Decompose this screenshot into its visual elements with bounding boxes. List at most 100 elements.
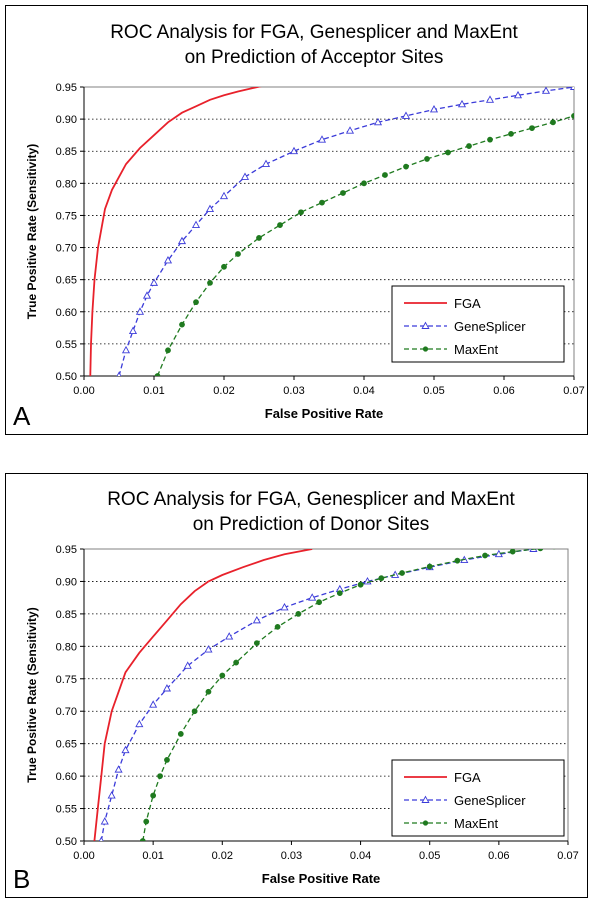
y-tick-label: 0.70 (56, 706, 77, 718)
y-tick-label: 0.75 (56, 210, 77, 222)
data-point (142, 291, 152, 299)
y-tick-label: 0.80 (56, 178, 77, 190)
data-point (240, 172, 250, 180)
data-point (319, 199, 325, 206)
data-point (454, 557, 461, 564)
data-point (121, 345, 131, 354)
data-point (164, 756, 170, 763)
data-point (295, 610, 302, 617)
data-point (150, 792, 157, 799)
data-point (165, 347, 171, 354)
x-tick-label: 0.04 (350, 850, 371, 862)
data-point (149, 700, 158, 708)
roc-chart-donor: ROC Analysis for FGA, Genesplicer and Ma… (25, 489, 579, 886)
y-tick-label: 0.50 (56, 836, 77, 848)
data-point (177, 236, 187, 245)
x-tick-label: 0.02 (212, 850, 233, 862)
data-point (298, 209, 304, 216)
data-point (135, 719, 144, 728)
data-point (204, 645, 213, 653)
data-point (116, 371, 122, 376)
data-point (205, 688, 212, 695)
y-tick-label: 0.85 (56, 609, 77, 621)
data-point (429, 105, 439, 113)
data-point (403, 163, 409, 170)
legend-label-maxent: MaxEnt (454, 342, 498, 357)
data-point (357, 581, 364, 588)
data-point (183, 661, 192, 669)
x-tick-label: 0.04 (353, 385, 374, 397)
data-point (289, 146, 299, 155)
x-tick-label: 0.06 (493, 385, 514, 397)
y-tick-label: 0.60 (56, 307, 77, 319)
series-group (89, 87, 574, 376)
data-point (485, 95, 495, 103)
chart-title-line-1: ROC Analysis for FGA, Genesplicer and Ma… (107, 489, 515, 510)
data-point (107, 791, 116, 799)
data-point (235, 251, 241, 257)
chart-title-line-2: on Prediction of Donor Sites (193, 514, 430, 535)
legend-marker (422, 820, 429, 826)
data-point (571, 113, 574, 119)
data-point (177, 731, 184, 737)
data-point (135, 307, 145, 315)
series-line-genesplicer (100, 549, 538, 841)
data-point (207, 279, 213, 286)
y-tick-label: 0.70 (56, 243, 77, 255)
legend-label-fga: FGA (454, 770, 481, 785)
data-point (541, 87, 551, 94)
data-point (424, 156, 430, 162)
chart-title-line-1: ROC Analysis for FGA, Genesplicer and Ma… (110, 22, 518, 43)
roc-chart-acceptor: ROC Analysis for FGA, Genesplicer and Ma… (25, 22, 585, 421)
y-tick-label: 0.90 (56, 114, 77, 126)
data-point (345, 126, 355, 134)
data-point (552, 549, 556, 550)
x-tick-label: 0.00 (73, 850, 94, 862)
data-point (551, 542, 558, 548)
legend-label-genesplicer: GeneSplicer (454, 793, 526, 808)
y-axis-label: True Positive Rate (Sensitivity) (25, 144, 39, 319)
data-point (487, 136, 493, 143)
data-point (191, 220, 201, 229)
x-tick-label: 0.07 (563, 385, 584, 397)
series-line-fga (89, 87, 262, 376)
data-point (253, 640, 260, 646)
data-point (316, 599, 322, 606)
x-axis-label: False Positive Rate (262, 871, 381, 886)
data-point (361, 180, 367, 187)
data-point (391, 570, 400, 578)
y-tick-label: 0.95 (56, 82, 77, 94)
data-point (219, 191, 229, 200)
data-point (569, 87, 574, 90)
x-tick-label: 0.03 (281, 850, 302, 862)
chart-panel-a: ROC Analysis for FGA, Genesplicer and Ma… (5, 5, 588, 435)
legend-label-genesplicer: GeneSplicer (454, 319, 526, 334)
x-tick-label: 0.01 (142, 850, 163, 862)
data-point (191, 708, 198, 715)
x-tick-label: 0.07 (557, 850, 578, 862)
chart-title-line-2: on Prediction of Acceptor Sites (185, 47, 444, 68)
data-point (382, 172, 388, 178)
panel-label-a: A (13, 401, 31, 431)
series-group (93, 542, 558, 841)
data-point (509, 549, 516, 555)
y-tick-label: 0.55 (56, 804, 77, 816)
x-tick-label: 0.05 (423, 385, 444, 397)
y-tick-label: 0.95 (56, 544, 77, 556)
legend-marker (421, 795, 430, 803)
x-tick-label: 0.03 (283, 385, 304, 397)
data-point (179, 321, 185, 328)
data-point (252, 615, 261, 624)
data-point (256, 235, 262, 241)
x-tick-label: 0.01 (143, 385, 164, 397)
data-point (98, 836, 104, 841)
data-point (317, 135, 327, 143)
data-point (274, 623, 281, 630)
data-point (139, 838, 146, 841)
data-point (513, 90, 523, 99)
y-tick-label: 0.65 (56, 739, 77, 751)
legend-label-maxent: MaxEnt (454, 816, 498, 831)
data-point (163, 255, 173, 264)
y-tick-label: 0.90 (56, 576, 77, 588)
data-point (373, 117, 383, 126)
